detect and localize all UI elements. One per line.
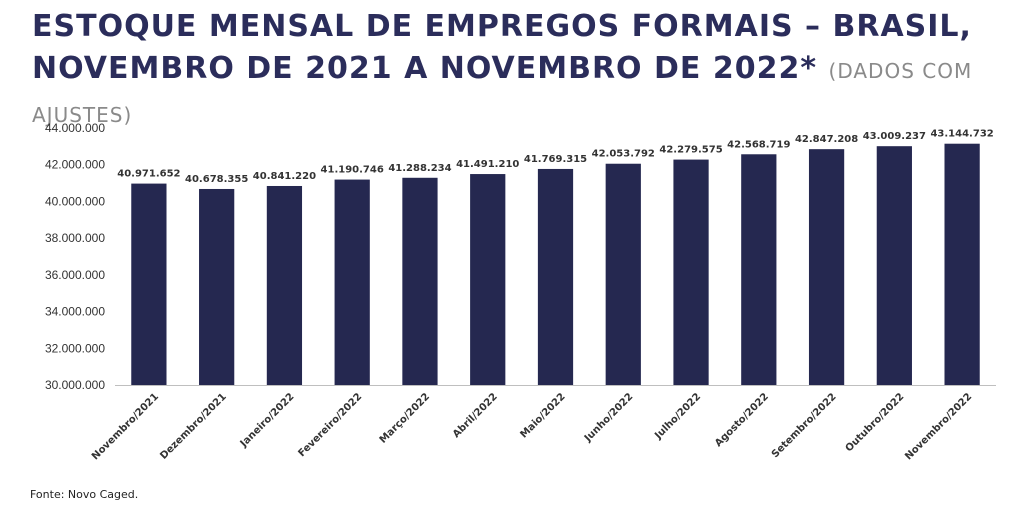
bar-value-label: 42.568.719: [727, 139, 790, 150]
y-tick-label: 32.000.000: [45, 341, 105, 355]
title-asterisk: *: [800, 51, 818, 86]
x-tick-label: Julho/2022: [652, 391, 703, 442]
bar-value-label: 43.144.732: [930, 129, 993, 140]
x-tick-label: Março/2022: [378, 391, 432, 445]
x-tick-label: Maio/2022: [518, 391, 567, 440]
bar: [402, 177, 438, 385]
x-tick-label: Outubro/2022: [844, 391, 907, 454]
title-line-2: NOVEMBRO DE 2021 A NOVEMBRO DE 2022* (DA…: [32, 48, 1024, 136]
bar-value-label: 42.279.575: [659, 145, 722, 156]
x-tick-label: Dezembro/2021: [158, 391, 228, 461]
bar-value-label: 41.288.234: [388, 163, 451, 174]
title-line-2-text: NOVEMBRO DE 2021 A NOVEMBRO DE 2022: [32, 51, 801, 86]
x-tick-label: Novembro/2021: [90, 391, 161, 462]
bar: [944, 143, 980, 385]
bar: [673, 159, 709, 385]
bar: [131, 183, 167, 385]
y-tick-label: 30.000.000: [45, 378, 105, 392]
x-tick-label: Setembro/2022: [770, 391, 839, 460]
bar-value-label: 42.847.208: [795, 134, 858, 145]
bar: [334, 179, 370, 385]
y-tick-label: 38.000.000: [45, 231, 105, 245]
bar-value-label: 41.769.315: [524, 154, 587, 165]
chart-title: ESTOQUE MENSAL DE EMPREGOS FORMAIS – BRA…: [32, 6, 1024, 136]
y-tick-label: 44.000.000: [45, 121, 105, 135]
x-tick-label: Novembro/2022: [903, 391, 974, 462]
x-tick-label: Abril/2022: [451, 391, 500, 440]
title-note: (DADOS COM AJUSTES): [32, 59, 973, 127]
bar-value-label: 40.841.220: [253, 171, 316, 182]
x-tick-label: Agosto/2022: [713, 391, 771, 449]
bar-value-label: 42.053.792: [592, 149, 655, 160]
source-note: Fonte: Novo Caged.: [30, 488, 139, 501]
y-tick-label: 42.000.000: [45, 158, 105, 172]
bar: [741, 154, 777, 385]
x-tick-label: Fevereiro/2022: [296, 391, 364, 459]
bar-value-label: 41.491.210: [456, 159, 519, 170]
bar: [876, 146, 912, 385]
bar: [605, 163, 641, 385]
bar-value-label: 43.009.237: [863, 131, 926, 142]
bar: [470, 174, 506, 385]
title-line-1: ESTOQUE MENSAL DE EMPREGOS FORMAIS – BRA…: [32, 9, 972, 44]
bar: [808, 149, 845, 385]
y-tick-label: 40.000.000: [45, 194, 105, 208]
bar: [199, 188, 235, 385]
bar-value-label: 40.971.652: [117, 169, 180, 180]
bar: [537, 168, 574, 385]
bar-value-label: 41.190.746: [321, 165, 384, 176]
x-tick-label: Janeiro/2022: [238, 391, 297, 450]
bar-value-label: 40.678.355: [185, 174, 248, 185]
bar: [266, 185, 303, 385]
y-tick-label: 34.000.000: [45, 305, 105, 319]
x-tick-label: Junho/2022: [582, 391, 635, 444]
y-tick-label: 36.000.000: [45, 268, 105, 282]
